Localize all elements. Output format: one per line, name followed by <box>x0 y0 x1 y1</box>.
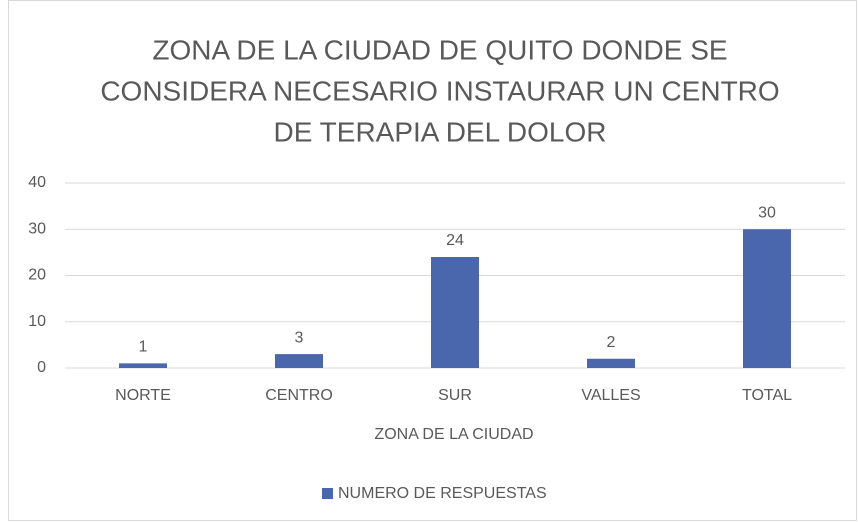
x-axis-label: ZONA DE LA CIUDAD <box>374 426 533 443</box>
x-tick-label: NORTE <box>115 387 171 404</box>
y-tick-label: 10 <box>28 313 46 330</box>
chart-title: ZONA DE LA CIUDAD DE QUITO DONDE SE <box>152 34 727 65</box>
data-label: 1 <box>139 339 148 356</box>
bar <box>275 354 323 368</box>
bar <box>587 358 635 368</box>
data-label: 24 <box>446 232 464 249</box>
chart-title: DE TERAPIA DEL DOLOR <box>274 116 607 147</box>
y-tick-label: 0 <box>37 359 46 376</box>
y-tick-label: 40 <box>28 174 46 191</box>
y-tick-label: 30 <box>28 220 46 237</box>
x-tick-label: CENTRO <box>265 387 333 404</box>
x-tick-label: TOTAL <box>742 387 792 404</box>
chart-title: CONSIDERA NECESARIO INSTAURAR UN CENTRO <box>100 75 779 106</box>
x-tick-label: SUR <box>438 387 472 404</box>
y-tick-label: 20 <box>28 267 46 284</box>
bar <box>431 257 479 368</box>
bar <box>119 363 167 368</box>
legend-swatch <box>322 488 333 499</box>
legend-label: NUMERO DE RESPUESTAS <box>338 485 547 502</box>
data-label: 3 <box>295 329 304 346</box>
data-label: 2 <box>607 334 616 351</box>
data-label: 30 <box>758 204 776 221</box>
bar <box>743 229 791 368</box>
x-tick-label: VALLES <box>581 387 640 404</box>
